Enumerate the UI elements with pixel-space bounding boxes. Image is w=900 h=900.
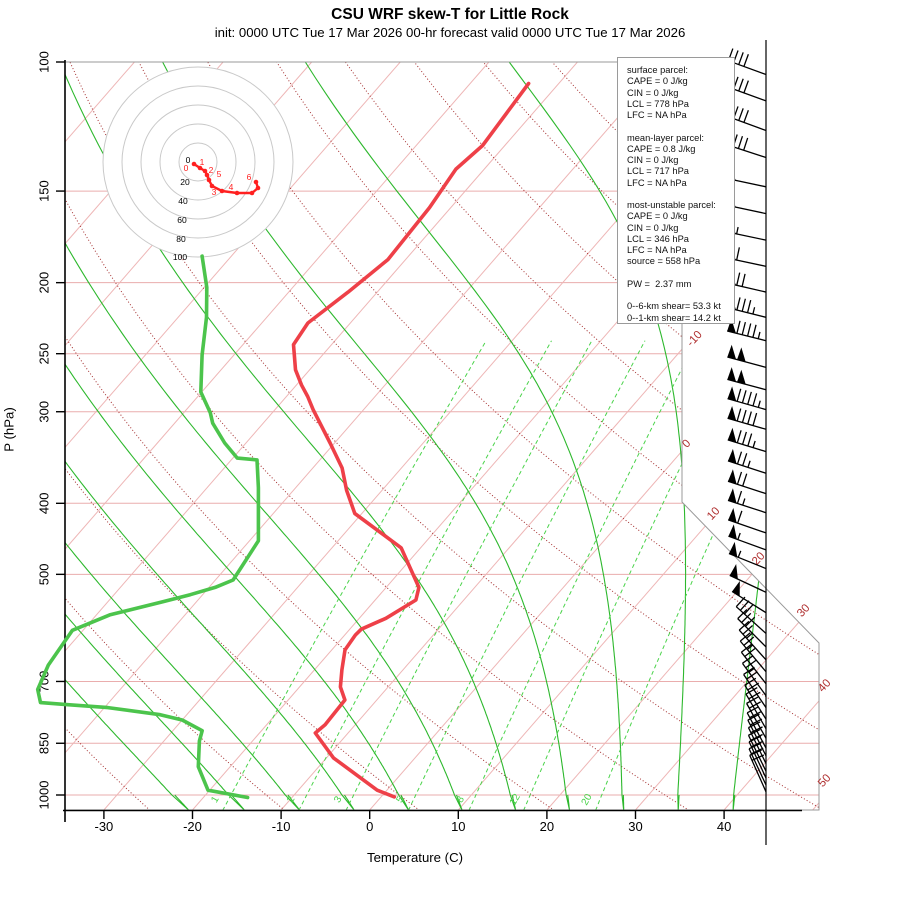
- parcel-info-line: CAPE = 0 J/kg: [627, 76, 688, 87]
- hodograph-ring-label: 60: [177, 215, 187, 225]
- parcel-info-line: surface parcel:: [627, 65, 688, 75]
- hodograph-ring-label: 40: [178, 196, 188, 206]
- parcel-info-line: source = 558 hPa: [627, 256, 701, 267]
- hodograph-height-label: 3: [212, 187, 217, 197]
- temp-tick-label: 40: [717, 819, 731, 834]
- svg-text:-10: -10: [685, 329, 705, 349]
- parcel-info-line: LFC = NA hPa: [627, 177, 687, 188]
- parcel-info-line: LFC = NA hPa: [627, 110, 687, 120]
- hodograph-height-label: 0: [184, 163, 189, 173]
- temp-tick-label: 30: [628, 819, 642, 834]
- chart-subtitle: init: 0000 UTC Tue 17 Mar 2026 00-hr for…: [214, 25, 686, 40]
- pressure-tick-label: 1000: [36, 781, 51, 810]
- parcel-info-line: [627, 121, 734, 132]
- parcel-info-line: LCL = 346 hPa: [627, 233, 689, 244]
- parcel-info-line: PW = 2.37 mm: [627, 278, 692, 289]
- parcel-info-line: most-unstable parcel:: [627, 200, 716, 210]
- pressure-tick-label: 100: [36, 51, 51, 73]
- hodograph-height-label: 6: [247, 172, 252, 182]
- temp-tick-label: -30: [95, 819, 114, 834]
- pressure-tick-label: 150: [36, 180, 51, 202]
- hodograph-ring-label: 100: [173, 252, 187, 262]
- svg-text:10: 10: [705, 505, 723, 523]
- pressure-tick-label: 500: [36, 563, 51, 585]
- pressure-tick-label: 400: [36, 492, 51, 514]
- hodograph-ring-label: 20: [180, 177, 190, 187]
- parcel-info-line: [627, 189, 734, 200]
- mixing-ratio-labels: 1 2 3 5 8 12 20: [209, 792, 595, 808]
- dewpoint-curve: [35, 254, 261, 800]
- temperature-curve: [291, 81, 531, 799]
- parcel-info-line: 0--1-km shear= 14.2 kt: [627, 312, 721, 323]
- pressure-tick-label: 850: [36, 732, 51, 754]
- pressure-tick-label: 250: [36, 343, 51, 365]
- hodograph-ring-label: 80: [176, 234, 186, 244]
- temp-tick-label: 20: [540, 819, 554, 834]
- parcel-info-line: CIN = 0 J/kg: [627, 155, 679, 165]
- parcel-info-line: CIN = 0 J/kg: [627, 222, 679, 233]
- parcel-info-box: surface parcel: CAPE = 0 J/kg CIN = 0 J/…: [617, 57, 735, 324]
- chart-title: CSU WRF skew-T for Little Rock: [331, 6, 569, 23]
- svg-text:8: 8: [455, 794, 468, 805]
- parcel-info-line: CIN = 0 J/kg: [627, 87, 679, 98]
- parcel-info-line: 0--6-km shear= 53.3 kt: [627, 301, 721, 312]
- parcel-info-line: [627, 268, 734, 279]
- pressure-tick-label: 200: [36, 272, 51, 294]
- temp-tick-label: 10: [451, 819, 465, 834]
- x-axis-title: Temperature (C): [366, 850, 463, 865]
- parcel-info-line: LCL = 778 hPa: [627, 98, 689, 109]
- parcel-info-line: mean-layer parcel:: [627, 132, 704, 143]
- hodograph-height-label: 1: [200, 157, 205, 167]
- svg-text:30: 30: [795, 602, 813, 620]
- hodograph-ring-label: 0: [186, 155, 191, 165]
- temp-tick-label: 0: [366, 819, 373, 834]
- svg-text:5: 5: [394, 794, 407, 805]
- svg-text:20: 20: [580, 792, 595, 808]
- parcel-info-line: CAPE = 0 J/kg: [627, 211, 688, 222]
- svg-text:3: 3: [332, 794, 345, 805]
- hodograph-height-label: 5: [217, 169, 222, 179]
- pressure-tick-label: 300: [36, 401, 51, 423]
- hodograph-height-label: 2: [209, 165, 214, 175]
- parcel-info-line: LFC = NA hPa: [627, 245, 687, 255]
- parcel-info-line: [627, 290, 734, 301]
- parcel-info-line: LCL = 717 hPa: [627, 166, 689, 177]
- hodograph-height-label: 4: [229, 182, 234, 192]
- svg-text:2: 2: [285, 794, 298, 805]
- parcel-info-line: CAPE = 0.8 J/kg: [627, 143, 696, 154]
- svg-text:12: 12: [508, 792, 523, 808]
- temp-tick-label: -10: [272, 819, 291, 834]
- svg-text:1: 1: [209, 794, 222, 805]
- y-axis-title: P (hPa): [1, 407, 17, 452]
- temp-tick-label: -20: [183, 819, 202, 834]
